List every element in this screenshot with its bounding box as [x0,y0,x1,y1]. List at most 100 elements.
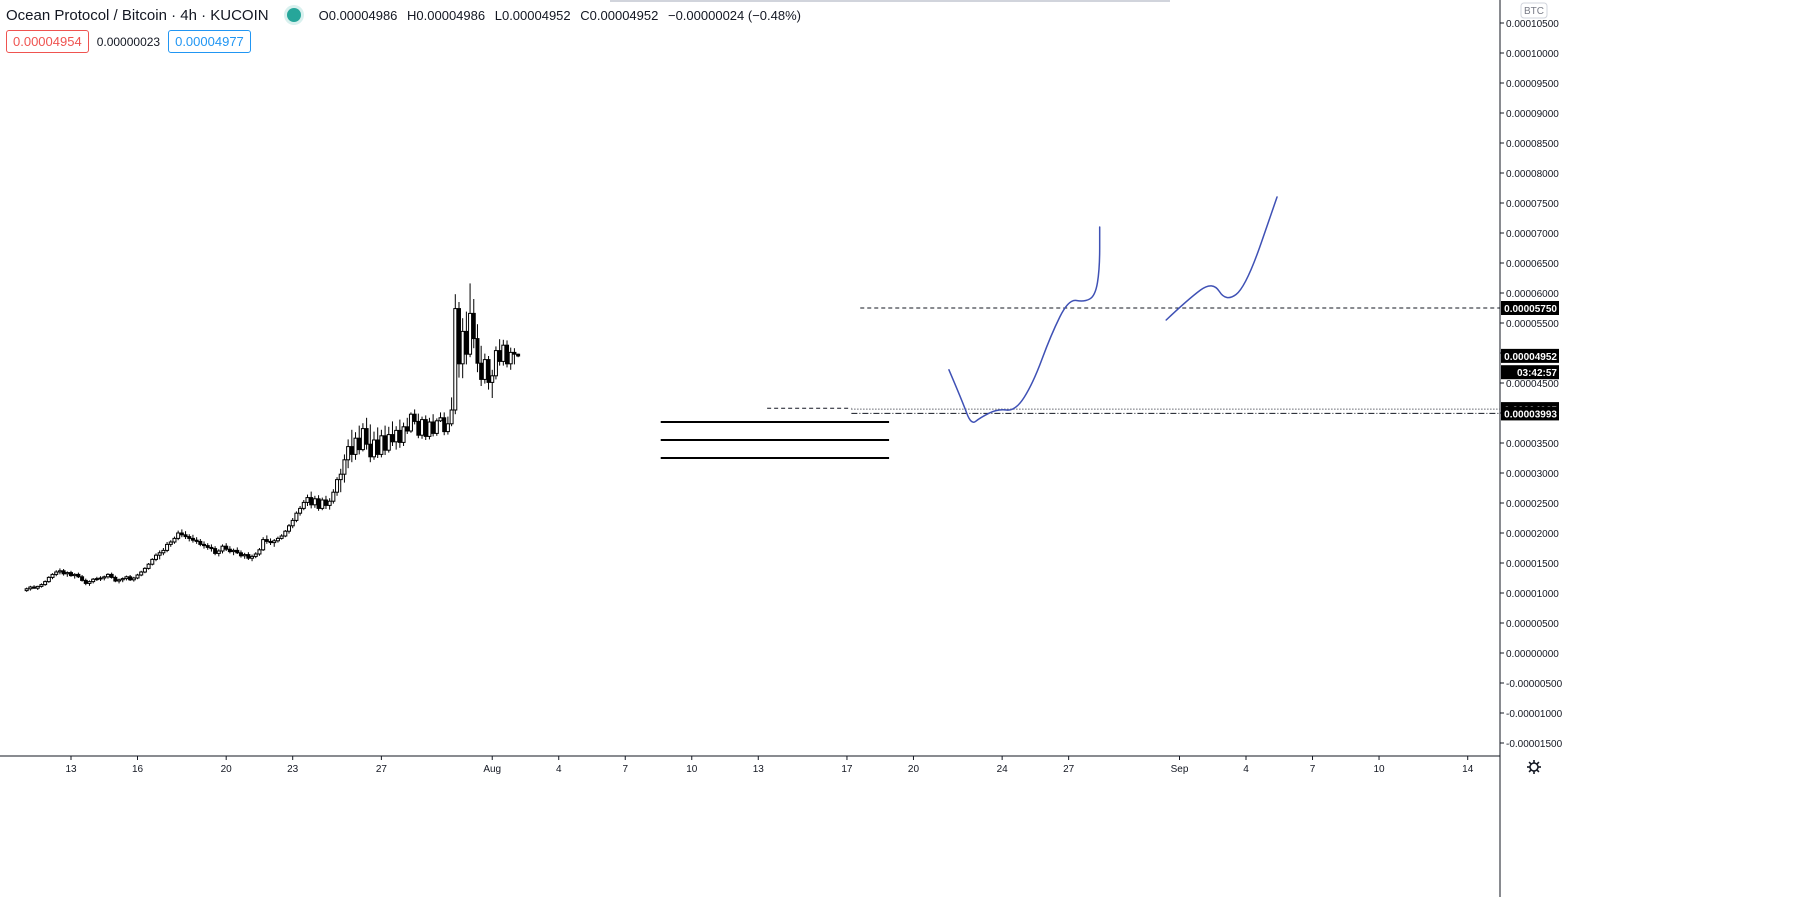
gear-icon[interactable] [1527,760,1541,774]
candle-body [327,500,332,506]
candle-body [83,579,88,584]
candle-body [375,439,380,455]
candle-body [401,426,406,443]
candle [275,536,280,543]
candle-body [516,353,521,357]
candle-body [250,555,255,559]
candle [445,416,450,435]
candle [335,477,340,496]
candle-body [456,308,461,365]
candle-body [220,545,225,552]
candle [146,563,151,570]
candle [490,369,495,398]
candle-body [316,498,321,509]
candle-body [357,437,362,451]
candle [213,546,218,556]
candle-body [482,359,487,380]
price-tick-label: 0.00010500 [1506,19,1559,30]
price-label-box [1501,406,1559,421]
price-axis[interactable]: BTC [1499,0,1548,897]
candle [94,576,99,581]
candle-body [320,499,325,509]
price-label: 0.00004952 [1501,348,1559,363]
candle-body [287,525,292,532]
candles [24,283,521,592]
candle [320,497,325,511]
candle [416,413,421,439]
candle [32,585,37,589]
candle [168,540,173,547]
candle-body [87,581,92,584]
candle-body [76,573,81,578]
candle [442,412,447,436]
currency-badge-label: BTC [1524,6,1544,17]
candle [305,494,310,506]
candle [139,570,144,577]
candle [298,506,303,516]
price-tick-label: 0.00006000 [1506,289,1559,300]
candle [216,549,221,557]
candle-body [275,537,280,542]
candle-body [360,428,365,451]
candle [294,511,299,523]
time-tick-label: 14 [1462,764,1474,775]
currency-badge-box[interactable] [1520,2,1548,19]
price-tick-label: 0.00007500 [1506,199,1559,210]
candle [120,577,125,583]
price-tick-label: -0.00001000 [1506,709,1563,720]
ask-button[interactable]: 0.00004977 [168,30,251,53]
time-axis[interactable] [0,755,1541,774]
price-tick-label: 0.00002500 [1506,499,1559,510]
candle [431,414,436,437]
candle-body [445,423,450,433]
time-tick-label: 27 [376,764,388,775]
price-labels: 0.000057500.0000495203:42:570.000040650.… [1501,301,1559,421]
price-tick-label: 0.00010000 [1506,49,1559,60]
candle-body [512,351,517,355]
candle [338,468,343,493]
candle [386,426,391,453]
projection-path[interactable] [948,226,1101,423]
candle-body [190,537,195,541]
candle-body [342,459,347,475]
price-axis-ticks: 0.00010500 0.00010000 0.00009500 0.00009000… [1500,19,1563,750]
candle [91,578,96,584]
currency-badge[interactable]: BTC [1520,2,1548,19]
projection-drawings[interactable] [948,196,1278,423]
candle-body [449,409,454,425]
candle-body [128,576,133,581]
candle-body [94,578,99,581]
candle [290,518,295,529]
price-label-box [1501,365,1559,380]
candle-body [431,421,436,434]
candle-body [408,413,413,432]
candle-body [35,585,40,589]
horizontal-lines[interactable] [767,307,1500,414]
candle [161,548,166,556]
candle-body [438,417,443,422]
symbol-title[interactable]: Ocean Protocol / Bitcoin · 4h · KUCOIN [6,6,269,24]
market-status-icon[interactable] [286,8,301,22]
candle [257,548,262,556]
candle-body [397,429,402,443]
price-tick-label: 0.00008500 [1506,139,1559,150]
candle [405,417,410,434]
candle [76,572,81,578]
candle [242,552,247,559]
candle [176,530,181,541]
range-lines[interactable] [660,421,890,459]
candle-body [434,420,439,434]
candle-body [131,577,136,581]
candle-body [412,413,417,422]
candle [227,546,232,554]
price-tick-label: 0.00003000 [1506,469,1559,480]
price-label-box [1501,348,1559,363]
projection-path[interactable] [1165,196,1278,321]
candle-body [390,434,395,443]
bid-button[interactable]: 0.00004954 [6,30,89,53]
candle-body [346,446,351,461]
time-tick-label: 4 [556,764,562,775]
candle-body [283,530,288,537]
